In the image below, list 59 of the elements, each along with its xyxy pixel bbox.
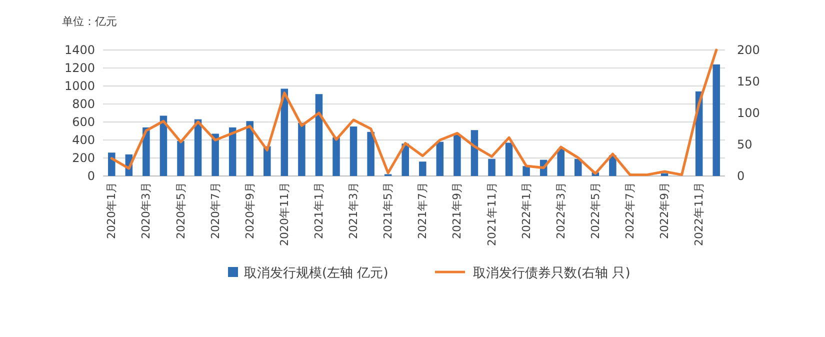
y-tick-label: 600 <box>72 115 95 129</box>
bar <box>557 149 564 176</box>
x-tick-label: 2021年11月 <box>485 182 498 246</box>
x-tick-label: 2021年3月 <box>347 182 360 239</box>
bar <box>660 173 668 176</box>
bar <box>332 137 340 176</box>
bar <box>228 127 236 176</box>
bar <box>454 134 461 176</box>
y-tick-label: 200 <box>72 151 95 165</box>
y2-tick-label: 50 <box>737 138 752 152</box>
bar <box>350 126 358 176</box>
x-tick-label: 2020年11月 <box>278 182 291 246</box>
bar <box>712 64 720 176</box>
bar <box>505 142 513 176</box>
x-tick-label: 2020年9月 <box>243 182 256 239</box>
bar <box>436 142 444 176</box>
bar <box>142 127 150 176</box>
x-tick-label: 2020年1月 <box>105 182 118 239</box>
x-tick-label: 2021年9月 <box>450 182 464 239</box>
text: 单位：亿元 <box>62 15 117 28</box>
x-tick-label: 2021年5月 <box>382 182 395 239</box>
x-tick-label: 2022年11月 <box>692 182 706 246</box>
bar <box>177 140 184 176</box>
bar <box>298 122 306 176</box>
x-tick-label: 2020年5月 <box>174 182 188 239</box>
legend-label: 取消发行债券只数(右轴 只) <box>473 266 630 281</box>
y-tick-label: 1200 <box>64 61 95 75</box>
bar <box>315 94 323 176</box>
x-tick-label: 2020年3月 <box>140 182 153 239</box>
x-tick-label: 2021年1月 <box>312 182 326 239</box>
x-tick-label: 2022年3月 <box>554 182 568 239</box>
x-tick-label: 2022年1月 <box>520 182 533 239</box>
bar <box>264 146 271 176</box>
bar <box>160 116 168 176</box>
bar <box>194 119 202 176</box>
bar <box>367 132 374 176</box>
y2-tick-label: 200 <box>737 43 760 57</box>
bar <box>246 121 254 176</box>
x-tick-label: 2020年7月 <box>208 182 222 239</box>
y-tick-label: 1000 <box>64 79 95 93</box>
bar <box>212 134 219 176</box>
y2-tick-label: 0 <box>737 169 745 183</box>
x-tick-label: 2022年9月 <box>658 182 672 239</box>
bar <box>470 130 478 176</box>
y-tick-label: 1400 <box>64 43 95 57</box>
y-tick-label: 0 <box>87 169 95 183</box>
x-tick-label: 2021年7月 <box>416 182 430 239</box>
x-tick-label: 2022年5月 <box>588 182 602 239</box>
y-tick-label: 800 <box>72 97 95 111</box>
y2-tick-label: 150 <box>737 74 760 88</box>
bar <box>108 152 116 176</box>
bar <box>419 162 426 176</box>
bar <box>574 158 582 176</box>
bar <box>522 166 530 176</box>
legend-label: 取消发行规模(左轴 亿元) <box>244 266 388 281</box>
bar <box>488 158 496 176</box>
y2-tick-label: 100 <box>737 106 760 120</box>
x-tick-label: 2022年7月 <box>623 182 636 239</box>
y-tick-label: 400 <box>72 133 95 147</box>
